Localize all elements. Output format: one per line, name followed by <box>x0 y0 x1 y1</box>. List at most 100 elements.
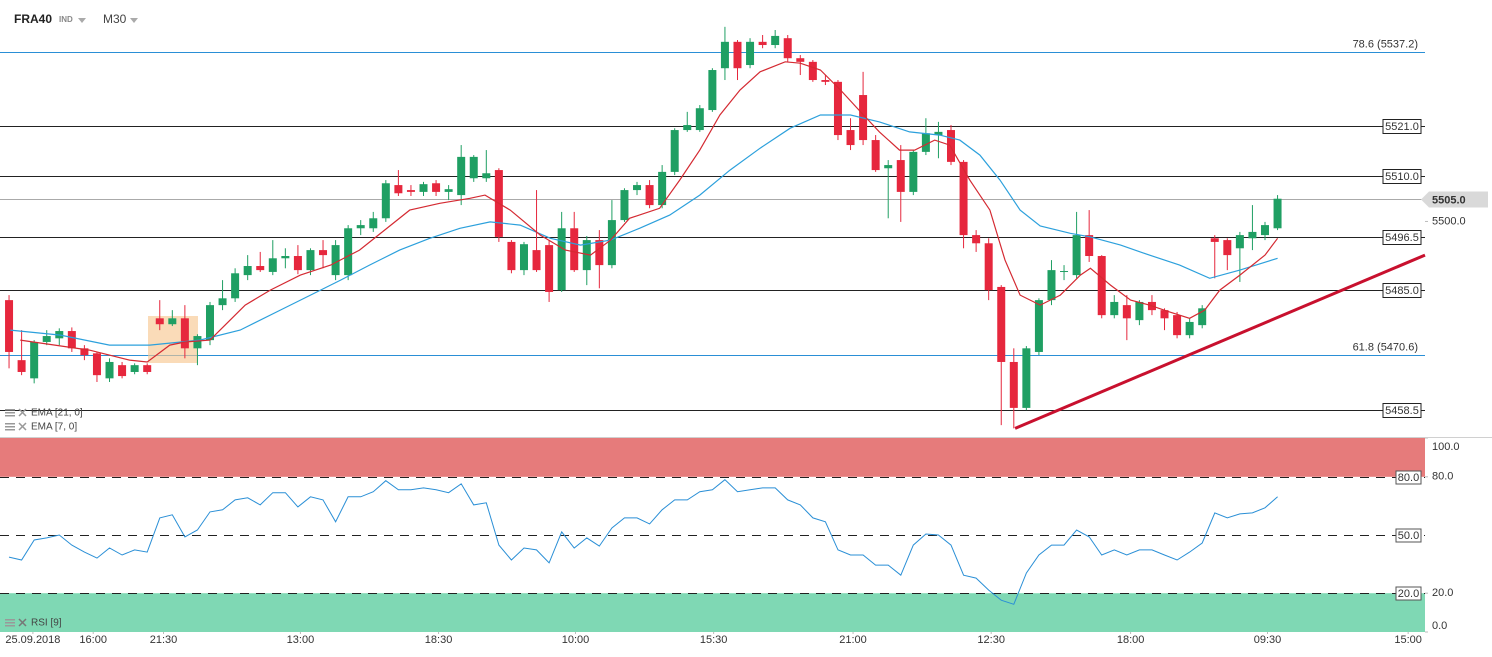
symbol: FRA40 <box>14 12 52 26</box>
candle-body <box>645 185 654 206</box>
candle-body <box>394 185 403 194</box>
candle-body <box>168 318 177 325</box>
candle-body <box>783 38 792 59</box>
candle-body <box>821 80 830 82</box>
rsi-level-box <box>1395 586 1422 601</box>
level-label: 78.6 (5537.2) <box>1353 38 1418 50</box>
candle-body <box>1085 235 1094 257</box>
candle-body <box>733 41 742 69</box>
level-label: 61.8 (5470.6) <box>1353 341 1418 353</box>
candle-body <box>896 160 905 192</box>
rsi-zone <box>0 593 1425 632</box>
candle-body <box>1248 231 1257 239</box>
candle-body <box>67 331 76 349</box>
timeframe[interactable]: M30 <box>103 12 127 26</box>
candle-body <box>557 228 566 291</box>
candle-body <box>997 286 1006 362</box>
candle-body <box>658 171 667 206</box>
candle-body <box>947 130 956 162</box>
candle-body <box>92 353 101 376</box>
candle-body <box>180 318 189 349</box>
rsi-background <box>0 438 1425 632</box>
candle-body <box>959 161 968 236</box>
candle-body <box>218 298 227 306</box>
candle-body <box>507 241 516 271</box>
candle-body <box>231 273 240 299</box>
rsi-y-tick-label: 0.0 <box>1432 620 1447 632</box>
candle-body <box>1060 271 1069 273</box>
marks-layer <box>5 26 1426 605</box>
candle-body <box>909 151 918 192</box>
rsi-level-box <box>1395 528 1422 543</box>
candle-body <box>118 365 127 377</box>
candle-body <box>846 130 855 146</box>
candle-body <box>796 58 805 62</box>
x-tick-label: 12:30 <box>977 634 1005 646</box>
legend-entry: EMA [7, 0] <box>31 422 77 433</box>
candle-body <box>432 183 441 192</box>
dropdown-caret[interactable] <box>130 18 138 23</box>
candle-body <box>193 336 202 349</box>
candle-body <box>256 266 265 271</box>
candle-body <box>1135 301 1144 321</box>
candle-body <box>1122 305 1131 319</box>
candle-body <box>1110 301 1119 316</box>
candle-body <box>532 250 541 271</box>
candle-body <box>281 256 290 259</box>
candle-body <box>1160 310 1169 319</box>
candle-body <box>155 318 164 325</box>
candle-body <box>1260 225 1269 236</box>
candle-body <box>306 250 315 271</box>
candle-body <box>444 189 453 192</box>
candle-body <box>1009 361 1018 408</box>
candle-body <box>419 184 428 192</box>
candle-body <box>369 218 378 229</box>
candle-body <box>771 35 780 46</box>
candle-body <box>1022 348 1031 408</box>
candle-body <box>808 61 817 81</box>
rsi-y-tick-label: 100.0 <box>1432 441 1460 453</box>
candle-body <box>582 240 591 271</box>
level-label-box <box>1382 230 1422 245</box>
level-label-box <box>1382 119 1422 134</box>
candle-body <box>243 266 252 276</box>
candle-body <box>469 156 478 179</box>
x-tick-label: 25.09.2018 <box>5 634 60 646</box>
candle-body <box>1198 308 1207 326</box>
x-tick-label: 21:30 <box>150 634 178 646</box>
level-label-box <box>1382 403 1422 418</box>
rsi-y-tick-label: 80.0 <box>1432 471 1453 483</box>
candle-body <box>670 130 679 172</box>
ema-line <box>10 114 1278 346</box>
x-tick-label: 15:30 <box>700 634 728 646</box>
candle-body <box>344 228 353 276</box>
candle-body <box>695 108 704 131</box>
candle-body <box>984 243 993 291</box>
x-tick-label: 13:00 <box>287 634 315 646</box>
candle-body <box>683 125 692 131</box>
rsi-level-label: 80.0 <box>1398 472 1419 484</box>
candle-body <box>607 220 616 266</box>
candle-body <box>1235 235 1244 249</box>
candle-body <box>595 240 604 266</box>
rsi-level-box <box>1395 470 1422 485</box>
candle-body <box>570 228 579 271</box>
dropdown-caret[interactable] <box>78 18 86 23</box>
candle-body <box>130 365 139 372</box>
candle-body <box>105 361 114 379</box>
legend-entry: EMA [21, 0] <box>31 408 83 419</box>
last-price-label: 5505.0 <box>1432 194 1466 206</box>
rsi-zone <box>0 438 1425 477</box>
candle-body <box>921 133 930 152</box>
candle-body <box>708 70 717 111</box>
level-label: 5485.0 <box>1385 285 1419 297</box>
rsi-level-label: 50.0 <box>1398 530 1419 542</box>
candle-body <box>293 256 302 271</box>
candle-body <box>1185 321 1194 336</box>
candle-body <box>1097 256 1106 316</box>
level-label-box <box>1382 169 1422 184</box>
rsi-level-label: 20.0 <box>1398 588 1419 600</box>
candle-body <box>268 258 277 272</box>
candle-body <box>1273 198 1282 229</box>
